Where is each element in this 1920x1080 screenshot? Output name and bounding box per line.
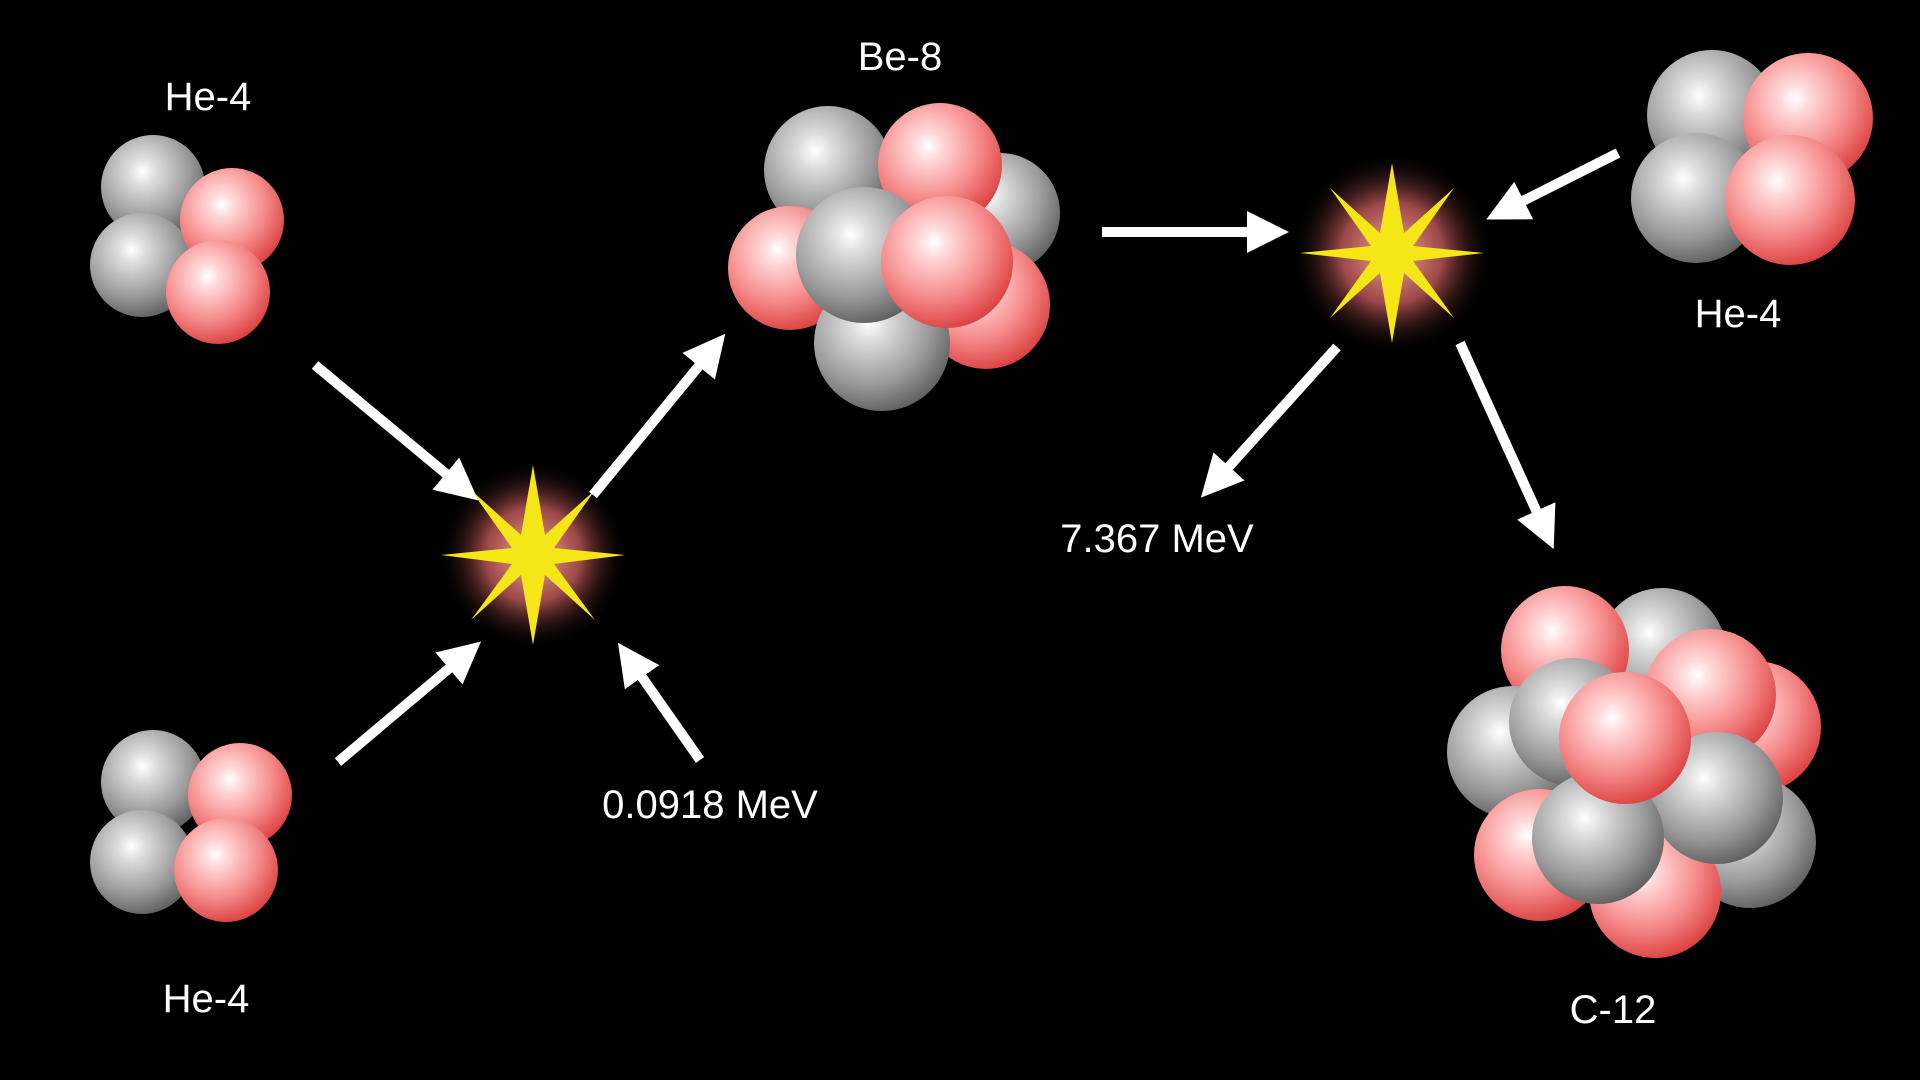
label-energy-first: 0.0918 MeV xyxy=(602,783,818,827)
arrow-flash-to-be8 xyxy=(589,333,726,499)
arrow-he4-bottom-to-flash xyxy=(334,641,482,766)
arrow-flash-to-c12 xyxy=(1455,340,1556,550)
arrow-he4-top-to-flash xyxy=(311,361,479,501)
label-be8: Be-8 xyxy=(858,35,943,79)
he4-nucleus-top-left xyxy=(90,135,284,344)
label-energy-second: 7.367 MeV xyxy=(1060,517,1254,561)
he4-nucleus-bottom-left xyxy=(90,730,292,922)
label-he4-right: He-4 xyxy=(1695,292,1782,336)
label-c12: C-12 xyxy=(1570,988,1657,1032)
label-he4-top-left: He-4 xyxy=(165,75,252,119)
label-he4-bottom-left: He-4 xyxy=(163,977,250,1021)
arrow-energy-first xyxy=(617,642,705,763)
be8-nucleus xyxy=(728,103,1060,411)
arrow-energy-second xyxy=(1200,343,1341,498)
fusion-flash-icon-first xyxy=(438,460,628,650)
fusion-flash-icon-second xyxy=(1290,151,1494,355)
he4-nucleus-right xyxy=(1631,50,1873,265)
c12-nucleus xyxy=(1447,586,1821,958)
arrow-he4-right-to-flash xyxy=(1486,148,1621,220)
